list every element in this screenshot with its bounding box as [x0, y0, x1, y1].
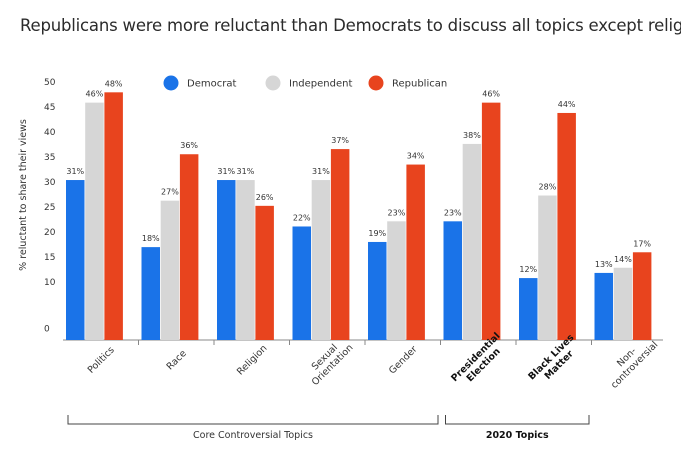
data-label: 18%	[142, 234, 160, 243]
y-tick-label: 10	[44, 278, 56, 288]
category-label-line: Gender	[387, 344, 420, 377]
y-tick-label: 35	[44, 153, 55, 163]
data-label: 36%	[180, 141, 198, 150]
bar-republican	[179, 154, 199, 340]
y-tick-label: 15	[44, 253, 55, 263]
y-tick-label: 25	[44, 203, 55, 213]
data-label: 12%	[519, 265, 537, 274]
bar-republican	[104, 92, 123, 340]
data-label: 34%	[407, 152, 425, 161]
category-label-line: controversial	[609, 339, 660, 390]
bar-independent	[387, 221, 406, 340]
data-label: 38%	[463, 131, 481, 140]
data-label: 31%	[66, 167, 84, 176]
category-label: Politics	[86, 345, 117, 376]
category-label: Religion	[235, 343, 270, 378]
bar-independent	[613, 267, 633, 340]
bar-republican	[481, 102, 501, 340]
data-label: 27%	[161, 188, 179, 197]
bar-republican	[557, 112, 576, 341]
legend-swatch-republican	[368, 75, 384, 91]
group-bracket	[67, 415, 439, 425]
data-label: 23%	[388, 208, 406, 217]
bar-democrat	[443, 221, 462, 340]
category-label-line: Religion	[235, 343, 270, 378]
legend-swatch-independent	[265, 75, 281, 91]
bar-independent	[538, 195, 557, 340]
data-label: 22%	[293, 213, 311, 222]
data-label: 31%	[217, 167, 235, 176]
data-label: 48%	[105, 79, 123, 88]
y-tick-label: 30	[44, 178, 56, 188]
y-axis-label: % reluctant to share their views	[18, 119, 29, 271]
bar-democrat	[594, 272, 613, 340]
y-tick-label: 20	[44, 228, 56, 238]
data-label: 13%	[595, 260, 613, 269]
y-tick-label: 45	[44, 103, 55, 113]
bar-democrat	[217, 180, 236, 340]
bar-democrat	[519, 278, 538, 340]
bar-republican	[632, 252, 652, 340]
group-bracket	[445, 415, 590, 425]
category-label: Race	[165, 348, 189, 372]
data-label: 26%	[256, 193, 274, 202]
data-label: 17%	[633, 239, 651, 248]
group-label: 2020 Topics	[486, 430, 549, 441]
bar-democrat	[292, 226, 311, 340]
data-label: 37%	[331, 136, 349, 145]
legend-swatch-democrat	[163, 75, 179, 91]
category-label: Non-controversial	[601, 332, 660, 391]
bar-independent	[311, 180, 331, 340]
legend-label-independent: Independent	[289, 79, 352, 90]
category-label: SexualOrientation	[302, 335, 355, 388]
y-tick-label: 0	[44, 325, 50, 335]
data-label: 23%	[444, 208, 462, 217]
bar-republican	[406, 164, 425, 340]
bar-republican	[330, 149, 350, 340]
bar-independent	[160, 200, 180, 340]
category-label: Gender	[387, 344, 420, 377]
bar-independent	[462, 143, 482, 340]
y-tick-label: 50	[44, 78, 56, 88]
y-tick-label: 40	[44, 128, 56, 138]
bar-republican	[255, 205, 274, 340]
category-label-line: Politics	[86, 345, 117, 376]
chart-title: Republicans were more reluctant than Dem…	[20, 16, 681, 35]
data-label: 44%	[558, 100, 576, 109]
category-label: Black LivesMatter	[526, 332, 584, 390]
data-label: 14%	[614, 255, 632, 264]
category-label-line: Race	[165, 348, 189, 372]
bar-democrat	[66, 180, 85, 340]
bar-democrat	[141, 247, 160, 340]
bar-democrat	[368, 241, 387, 340]
data-label: 28%	[539, 183, 557, 192]
legend-label-democrat: Democrat	[187, 79, 236, 90]
data-label: 31%	[237, 167, 255, 176]
legend-label-republican: Republican	[392, 79, 447, 90]
bar-independent	[85, 102, 104, 340]
data-label: 46%	[86, 90, 104, 99]
data-label: 19%	[368, 229, 386, 238]
data-label: 46%	[482, 90, 500, 99]
bar-independent	[236, 180, 255, 340]
group-label: Core Controversial Topics	[193, 430, 313, 441]
data-label: 31%	[312, 167, 330, 176]
